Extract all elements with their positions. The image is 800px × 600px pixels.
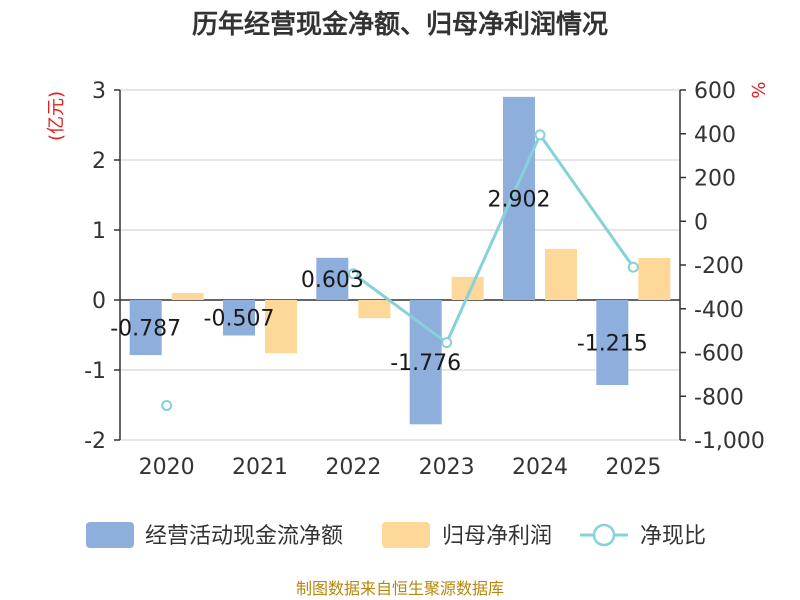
axes — [119, 90, 681, 440]
bar-cashflow-2022 — [316, 257, 349, 300]
left-tick-label: 3 — [92, 79, 106, 104]
left-tick-label: 2 — [92, 149, 106, 174]
legend-swatch-ratio-marker — [592, 523, 616, 547]
bar-profit-2025 — [638, 258, 671, 300]
left-tick-label: -2 — [84, 429, 106, 454]
bar-profit-2020 — [171, 293, 204, 300]
source-note: 制图数据来自恒生聚源数据库 — [296, 579, 504, 598]
x-tick-label: 2020 — [139, 455, 195, 480]
data-label-cashflow-2025: -1.215 — [577, 332, 648, 357]
data-label-cashflow-2023: -1.776 — [390, 351, 461, 376]
bar-cashflow-2021 — [223, 300, 255, 336]
x-tick-label: 2025 — [605, 455, 661, 480]
data-label-cashflow-2024: 2.902 — [488, 187, 551, 212]
bar-profit-2023 — [451, 276, 484, 300]
right-tick-label: 400 — [694, 123, 736, 148]
right-tick-label: -1,000 — [694, 429, 765, 454]
bar-cashflow-2024 — [503, 96, 535, 300]
data-label-cashflow-2021: -0.507 — [204, 307, 275, 332]
ratio-point-2022 — [347, 268, 359, 280]
data-labels: -0.787 -0.507 0.603 -1.776 2.902 -1.215 — [110, 187, 648, 376]
right-tick-label: 0 — [694, 210, 708, 235]
bar-profit-2021 — [265, 300, 297, 354]
legend-label-cashflow: 经营活动现金流净额 — [145, 524, 343, 549]
ratio-point-2023 — [441, 337, 453, 349]
legend-label-ratio: 净现比 — [640, 524, 706, 549]
ratio-point-2025 — [627, 261, 639, 273]
x-tick-label: 2024 — [512, 455, 568, 480]
ratio-line — [161, 129, 639, 411]
ratio-line-segment — [352, 272, 448, 344]
left-tick-label: 1 — [92, 219, 106, 244]
right-tick-label: 600 — [694, 79, 736, 104]
legend: 经营活动现金流净额 归母净利润 净现比 — [86, 522, 706, 549]
left-tick-label: -1 — [84, 359, 106, 384]
left-axis-unit: (亿元) — [46, 91, 67, 141]
bar-cashflow-2025 — [596, 300, 629, 386]
data-label-cashflow-2022: 0.603 — [301, 268, 364, 293]
ratio-line-segment — [445, 134, 542, 344]
x-tick-label: 2023 — [419, 455, 475, 480]
x-axis-labels: 2020 2021 2022 2023 2024 2025 — [139, 455, 662, 480]
chart-title: 历年经营现金净额、归母净利润情况 — [192, 9, 608, 40]
left-tick-label: 0 — [92, 289, 106, 314]
gridlines — [120, 89, 680, 441]
x-tick-label: 2022 — [325, 455, 381, 480]
right-tick-label: -400 — [694, 298, 744, 323]
data-label-cashflow-2020: -0.787 — [110, 317, 181, 342]
right-tick-label: 200 — [694, 167, 736, 192]
left-axis-ticks: 3 2 1 0 -1 -2 — [84, 79, 120, 454]
bar-cashflow-2020 — [129, 300, 162, 356]
legend-swatch-profit — [382, 522, 430, 548]
ratio-point-2024 — [534, 129, 546, 141]
right-axis-ticks: 600 400 200 0 -200 -400 -600 -800 -1,000 — [680, 79, 765, 454]
right-tick-label: -200 — [694, 254, 744, 279]
right-axis-unit: % — [747, 81, 768, 98]
ratio-point-2020 — [161, 399, 173, 411]
right-tick-label: -600 — [694, 342, 744, 367]
legend-swatch-cashflow — [86, 522, 134, 548]
bar-profit-2024 — [545, 248, 577, 300]
bar-profit-2022 — [358, 300, 391, 319]
legend-label-profit: 归母净利润 — [442, 524, 552, 549]
ratio-line-segment — [538, 133, 635, 269]
right-tick-label: -800 — [694, 385, 744, 410]
x-tick-label: 2021 — [232, 455, 288, 480]
